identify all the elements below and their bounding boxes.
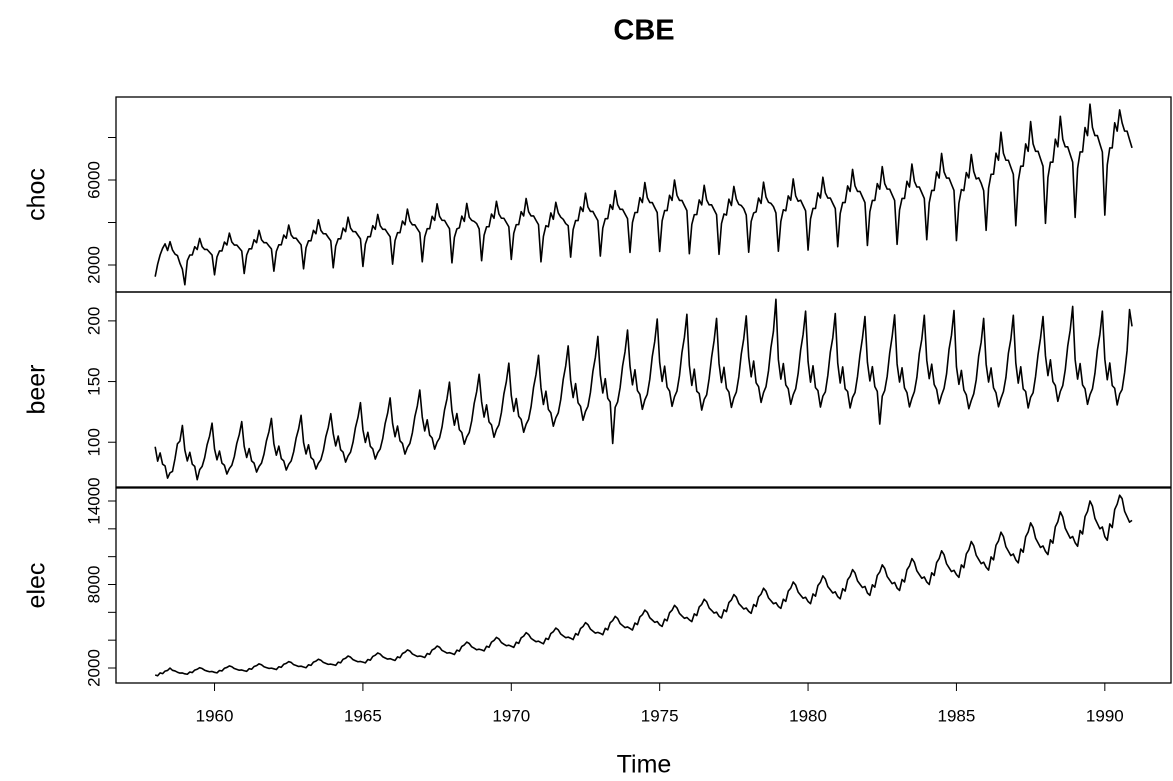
series-line	[154, 494, 1133, 677]
x-tick-label: 1970	[492, 706, 530, 725]
y-tick-label: 200	[84, 307, 103, 335]
y-axis-label: beer	[23, 364, 51, 414]
x-tick-label: 1965	[344, 706, 382, 725]
x-tick-label: 1975	[641, 706, 679, 725]
y-tick-label: 100	[84, 428, 103, 456]
y-tick-label: 2000	[84, 649, 103, 687]
y-tick-label: 8000	[84, 566, 103, 604]
panel-frame	[115, 487, 1172, 684]
y-tick-label: 6000	[84, 161, 103, 199]
panel-frame	[115, 291, 1172, 488]
x-axis-label: Time	[617, 751, 672, 779]
y-tick-label: 2000	[84, 246, 103, 284]
x-tick-label: 1960	[196, 706, 234, 725]
x-tick-label: 1980	[789, 706, 827, 725]
y-axis-label: elec	[23, 563, 51, 609]
series-line	[154, 103, 1133, 286]
series-line	[154, 298, 1133, 481]
y-tick-label: 14000	[84, 477, 103, 524]
y-tick-label: 150	[84, 367, 103, 395]
x-tick-label: 1990	[1086, 706, 1124, 725]
x-tick-label: 1985	[938, 706, 976, 725]
y-axis-label: choc	[23, 168, 51, 221]
chart-title: CBE	[613, 15, 674, 47]
